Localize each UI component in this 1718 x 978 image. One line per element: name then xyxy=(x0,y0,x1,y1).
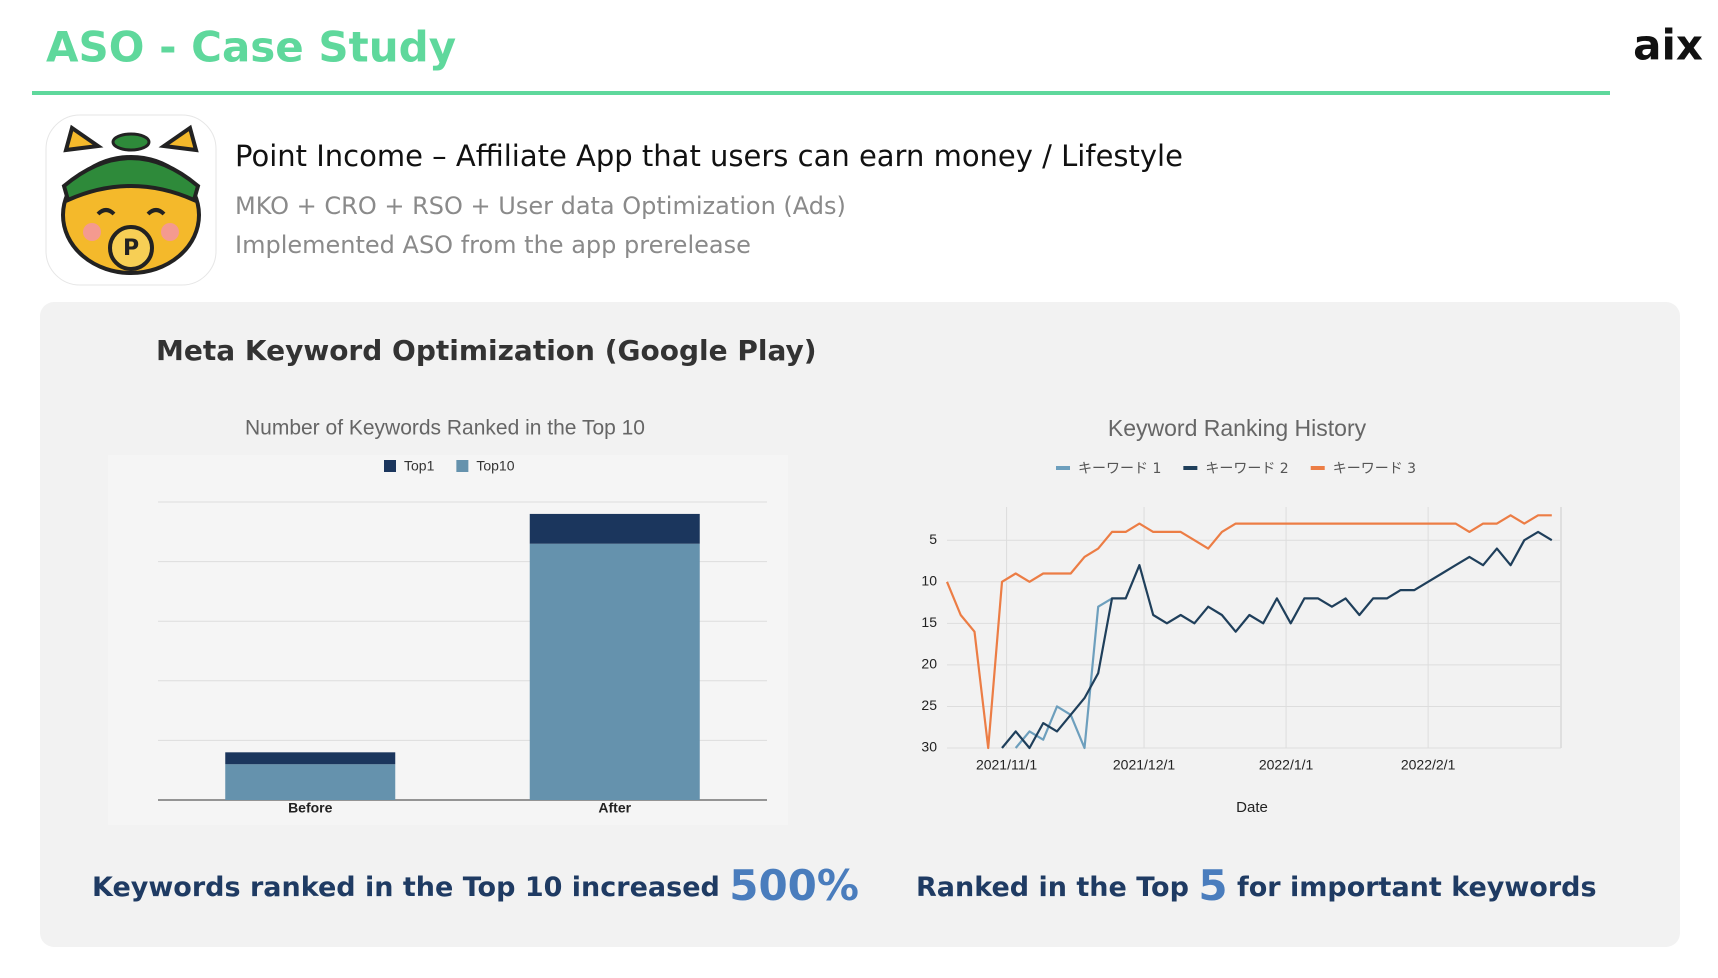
legend-label: Top1 xyxy=(404,458,435,474)
y-tick-label: 30 xyxy=(921,739,937,755)
x-tick-label: 2021/12/1 xyxy=(1113,757,1175,773)
y-tick-label: 20 xyxy=(921,656,937,672)
bar-segment xyxy=(529,513,700,544)
logo: aix xyxy=(1633,21,1703,70)
y-tick-label: 15 xyxy=(921,614,937,630)
x-axis-label: Date xyxy=(1236,799,1268,816)
svg-text:P: P xyxy=(123,236,139,261)
series-line xyxy=(945,514,1552,750)
app-line: MKO + CRO + RSO + User data Optimization… xyxy=(235,192,846,220)
legend-swatch xyxy=(456,460,469,472)
caption-highlight: 500% xyxy=(729,861,859,910)
caption-text: Keywords ranked in the Top 10 increased xyxy=(92,872,729,903)
x-tick-label: 2022/2/1 xyxy=(1401,757,1456,773)
caption-text: for important keywords xyxy=(1228,872,1597,903)
x-tick-label: 2022/1/1 xyxy=(1259,757,1314,773)
series-line xyxy=(1001,530,1553,750)
y-tick-label: 25 xyxy=(921,697,937,713)
chart-title: Number of Keywords Ranked in the Top 10 xyxy=(245,417,645,440)
section-title: Meta Keyword Optimization (Google Play) xyxy=(156,334,817,367)
chart-title: Keyword Ranking History xyxy=(1108,415,1367,441)
bar-segment xyxy=(529,543,700,800)
app-line: Implemented ASO from the app prerelease xyxy=(235,231,751,259)
legend-swatch xyxy=(1183,466,1198,470)
legend-label: キーワード 3 xyxy=(1333,461,1416,477)
caption: Keywords ranked in the Top 10 increased … xyxy=(92,861,859,910)
series-line xyxy=(1014,597,1113,750)
app-icon: P xyxy=(45,114,217,286)
legend-label: Top10 xyxy=(476,458,514,474)
x-tick-label: After xyxy=(598,800,631,816)
legend-swatch xyxy=(1310,466,1325,470)
x-tick-label: 2021/11/1 xyxy=(976,757,1037,773)
legend-label: キーワード 2 xyxy=(1205,461,1288,477)
y-tick-label: 10 xyxy=(921,572,937,588)
legend-label: キーワード 1 xyxy=(1078,461,1161,477)
caption-text: Ranked in the Top xyxy=(916,872,1198,903)
x-tick-label: Before xyxy=(288,800,333,816)
caption-highlight: 5 xyxy=(1198,861,1227,910)
app-name: Point Income – Affiliate App that users … xyxy=(235,139,1183,173)
bar-segment xyxy=(225,764,396,800)
bar-segment xyxy=(225,752,396,765)
legend-swatch xyxy=(384,460,396,472)
caption: Ranked in the Top 5 for important keywor… xyxy=(916,861,1597,910)
legend-swatch xyxy=(1056,466,1070,470)
y-tick-label: 5 xyxy=(929,531,937,547)
page-title: ASO - Case Study xyxy=(46,23,456,72)
